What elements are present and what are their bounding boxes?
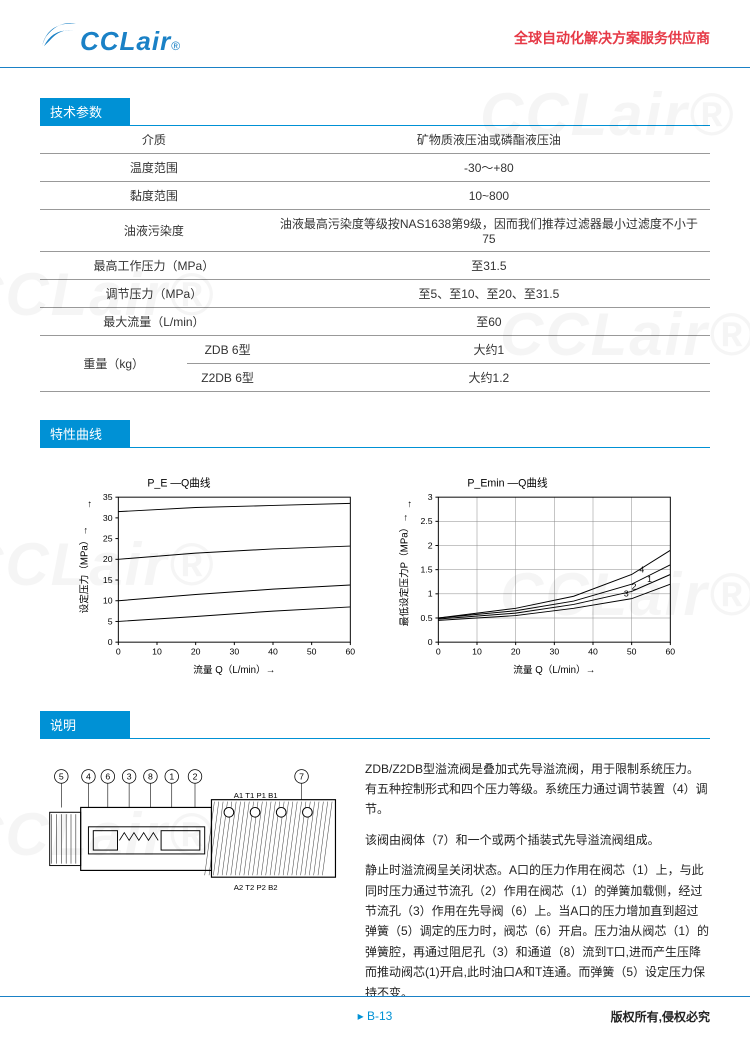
svg-text:最低设定压力P（MPa）→: 最低设定压力P（MPa）→: [398, 513, 410, 626]
svg-text:1: 1: [169, 771, 174, 781]
svg-text:0: 0: [116, 647, 121, 657]
spec-label: 介质: [40, 126, 268, 154]
spec-value: 大约1: [268, 336, 710, 364]
section-spec: 技术参数: [40, 98, 710, 126]
spec-label: 最高工作压力（MPa）: [40, 252, 268, 280]
spec-sublabel: ZDB 6型: [187, 336, 267, 364]
desc-p2: 该阀由阀体（7）和一个或两个插装式先导溢流阀组成。: [365, 830, 710, 850]
svg-text:40: 40: [268, 647, 278, 657]
section-desc-title: 说明: [40, 711, 130, 738]
spec-value: 至60: [268, 308, 710, 336]
svg-text:↑: ↑: [407, 499, 412, 510]
spec-label: 重量（kg）: [40, 336, 187, 392]
svg-text:3: 3: [624, 589, 629, 599]
svg-text:20: 20: [103, 554, 113, 564]
svg-text:35: 35: [103, 492, 113, 502]
tagline: 全球自动化解决方案服务供应商: [514, 28, 710, 48]
svg-text:20: 20: [191, 647, 201, 657]
spec-table: 介质矿物质液压油或磷酯液压油温度范围-30～+80黏度范围10~800油液污染度…: [40, 126, 710, 392]
spec-value: 油液最高污染度等级按NAS1638第9级，因而我们推荐过滤器最小过滤度不小于75: [268, 210, 710, 252]
spec-label: 黏度范围: [40, 182, 268, 210]
spec-value: 矿物质液压油或磷酯液压油: [268, 126, 710, 154]
spec-value: 至31.5: [268, 252, 710, 280]
section-curve: 特性曲线: [40, 420, 710, 448]
svg-text:2: 2: [428, 540, 433, 550]
spec-value: 10~800: [268, 182, 710, 210]
svg-text:30: 30: [103, 513, 113, 523]
logo-registered: ®: [171, 39, 180, 53]
svg-text:流量 Q（L/min）→: 流量 Q（L/min）→: [193, 664, 275, 676]
svg-text:30: 30: [549, 647, 559, 657]
svg-text:40: 40: [588, 647, 598, 657]
header: CCLair ® 全球自动化解决方案服务供应商: [0, 0, 750, 68]
svg-text:7: 7: [299, 771, 304, 781]
svg-text:P_Emin —Q曲线: P_Emin —Q曲线: [467, 477, 548, 490]
spec-label: 最大流量（L/min）: [40, 308, 268, 336]
desc-p1: ZDB/Z2DB型溢流阀是叠加式先导溢流阀，用于限制系统压力。有五种控制形式和四…: [365, 759, 710, 820]
svg-text:5: 5: [108, 616, 113, 626]
spec-sublabel: Z2DB 6型: [187, 364, 267, 392]
svg-text:8: 8: [148, 771, 153, 781]
svg-text:60: 60: [345, 647, 355, 657]
svg-text:10: 10: [103, 596, 113, 606]
svg-text:2.5: 2.5: [420, 516, 432, 526]
logo-text: CCLair: [80, 26, 171, 57]
svg-text:10: 10: [152, 647, 162, 657]
copyright: 版权所有,侵权必究: [611, 1008, 710, 1025]
svg-text:6: 6: [105, 771, 110, 781]
section-spec-title: 技术参数: [40, 98, 130, 125]
svg-text:流量 Q（L/min）→: 流量 Q（L/min）→: [513, 664, 595, 676]
spec-value: 至5、至10、至20、至31.5: [268, 280, 710, 308]
svg-text:50: 50: [307, 647, 317, 657]
svg-text:15: 15: [103, 575, 113, 585]
chart-pe-q: P_E —Q曲线 0 5 10 15 20 25 30 35 0 10 20 30 40 50 60 流量 Q（…: [70, 473, 360, 691]
svg-text:0: 0: [108, 637, 113, 647]
desc-p3: 静止时溢流阀呈关闭状态。A口的压力作用在阀芯（1）上，与此同时压力通过节流孔（2…: [365, 860, 710, 1003]
spec-value: 大约1.2: [268, 364, 710, 392]
spec-label: 温度范围: [40, 154, 268, 182]
spec-label: 油液污染度: [40, 210, 268, 252]
section-desc: 说明: [40, 711, 710, 739]
svg-text:A2 T2 P2 B2: A2 T2 P2 B2: [234, 882, 278, 891]
svg-text:60: 60: [665, 647, 675, 657]
section-curve-title: 特性曲线: [40, 420, 130, 447]
svg-text:4: 4: [86, 771, 91, 781]
svg-text:4: 4: [639, 565, 644, 575]
svg-text:设定压力（MPa）→: 设定压力（MPa）→: [78, 526, 90, 613]
chart-pemin-q: P_Emin —Q曲线00.511.522.530102030405060412…: [390, 473, 680, 691]
svg-text:0: 0: [428, 637, 433, 647]
page-number: B-13: [358, 1009, 393, 1023]
svg-text:A1 T1 P1 B1: A1 T1 P1 B1: [234, 790, 278, 799]
footer: B-13 版权所有,侵权必究: [0, 996, 750, 1035]
spec-value: -30～+80: [268, 154, 710, 182]
svg-text:20: 20: [511, 647, 521, 657]
svg-text:1: 1: [428, 589, 433, 599]
svg-text:5: 5: [59, 771, 64, 781]
logo: CCLair ®: [40, 18, 180, 57]
svg-text:P_E —Q曲线: P_E —Q曲线: [147, 477, 211, 490]
svg-text:3: 3: [127, 771, 132, 781]
svg-text:30: 30: [229, 647, 239, 657]
svg-text:3: 3: [428, 492, 433, 502]
svg-text:2: 2: [632, 581, 637, 591]
svg-text:0.5: 0.5: [420, 613, 432, 623]
svg-text:2: 2: [193, 771, 198, 781]
svg-text:50: 50: [627, 647, 637, 657]
svg-text:10: 10: [472, 647, 482, 657]
svg-text:1.5: 1.5: [420, 565, 432, 575]
svg-text:0: 0: [436, 647, 441, 657]
svg-text:25: 25: [103, 533, 113, 543]
logo-swoosh-icon: [40, 18, 78, 50]
spec-label: 调节压力（MPa）: [40, 280, 268, 308]
svg-text:↑: ↑: [87, 499, 92, 510]
